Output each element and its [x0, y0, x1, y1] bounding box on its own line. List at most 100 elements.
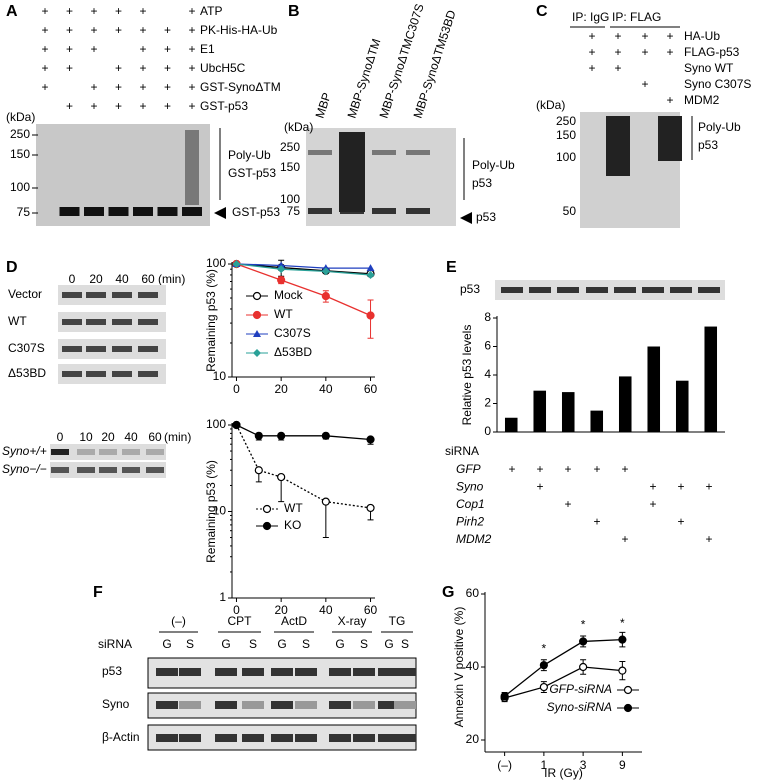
time-label: 20 [89, 272, 103, 286]
annotation: Poly-Ub [698, 120, 741, 134]
significance: * [542, 641, 547, 655]
sign: + [41, 80, 48, 94]
band [156, 701, 178, 709]
time-label: 40 [124, 430, 138, 444]
legend-label: KO [284, 518, 301, 532]
x-axis-title: IR (Gy) [544, 766, 583, 780]
annotation: GST-p53 [232, 205, 280, 219]
data-point [254, 466, 263, 475]
reagent-label: UbcH5C [200, 61, 246, 75]
arrowhead [214, 207, 226, 219]
sign: + [139, 99, 146, 113]
series-line [236, 263, 371, 275]
reagent-label: MDM2 [684, 93, 720, 107]
band [146, 467, 164, 473]
sign: + [588, 29, 595, 43]
mw-marker: 100 [280, 192, 300, 206]
band [215, 668, 237, 676]
time-label: 20 [101, 430, 115, 444]
sign: + [164, 42, 171, 56]
band [295, 668, 317, 676]
target-label: MDM2 [456, 532, 492, 546]
band [179, 668, 201, 676]
x-tick-label: (–) [497, 758, 512, 772]
reagent-label: E1 [200, 42, 215, 56]
band [215, 734, 237, 742]
sign: + [66, 61, 73, 75]
band [670, 287, 692, 293]
panel-label: A [6, 3, 18, 20]
band [86, 292, 106, 298]
treatment-label: ActD [281, 614, 307, 628]
target-label: GFP [456, 462, 481, 476]
band [179, 734, 201, 742]
sign: + [115, 23, 122, 37]
x-tick-label: 0 [233, 382, 240, 396]
sign: + [66, 23, 73, 37]
band [86, 371, 106, 377]
data-point [232, 420, 241, 430]
x-tick-label: 20 [274, 603, 288, 617]
x-tick-label: 20 [274, 382, 288, 396]
error-bar [322, 501, 329, 539]
sign: + [677, 515, 684, 529]
sign: + [90, 23, 97, 37]
smear [185, 130, 199, 205]
band [271, 668, 293, 676]
lane-label: S [401, 637, 409, 651]
sign: + [677, 480, 684, 494]
treatment-label: X-ray [338, 614, 367, 628]
sign: + [641, 45, 648, 59]
band [133, 207, 153, 216]
band [99, 467, 117, 473]
y-tick-label: 2 [484, 396, 491, 410]
y-tick-label: 1 [219, 590, 226, 604]
bar [618, 376, 632, 432]
data-point [366, 503, 375, 513]
band [112, 319, 132, 325]
data-point [277, 261, 286, 269]
sign: + [641, 29, 648, 43]
band [378, 668, 400, 676]
reagent-label: GST-SynoΔTM [200, 80, 281, 94]
legend-marker [262, 504, 272, 514]
data-point [277, 431, 286, 440]
treatment-label: TG [389, 614, 406, 628]
panel-label: G [442, 584, 454, 601]
band [394, 734, 416, 742]
sign: + [90, 99, 97, 113]
band [156, 734, 178, 742]
band [156, 668, 178, 676]
legend-marker [252, 310, 262, 320]
data-point [277, 265, 286, 274]
band [84, 207, 104, 216]
sign: + [188, 99, 195, 113]
treatment-label: (–) [171, 614, 186, 628]
legend-label: Mock [274, 288, 304, 302]
sign: + [666, 45, 673, 59]
sign: + [593, 515, 600, 529]
blot-label: p53 [102, 664, 122, 678]
band [353, 734, 375, 742]
sign: + [564, 497, 571, 511]
bar [590, 410, 604, 432]
unit-label: (kDa) [536, 98, 565, 112]
sign: + [508, 462, 515, 476]
panel-label: C [536, 3, 548, 20]
series-line [236, 263, 371, 276]
x-tick-label: 3 [580, 758, 587, 772]
band [329, 668, 351, 676]
y-tick-label: 4 [484, 367, 491, 381]
sign: + [66, 42, 73, 56]
x-tick-label: 40 [319, 382, 333, 396]
data-point [277, 472, 286, 482]
y-tick-label: 10 [213, 369, 227, 383]
mw-marker: 150 [10, 147, 30, 161]
annotation: p53 [472, 176, 492, 190]
sign: + [188, 4, 195, 18]
mw-marker: 250 [556, 114, 576, 128]
sign: + [649, 480, 656, 494]
reagent-label: PK-His-HA-Ub [200, 23, 278, 37]
band [77, 449, 95, 455]
